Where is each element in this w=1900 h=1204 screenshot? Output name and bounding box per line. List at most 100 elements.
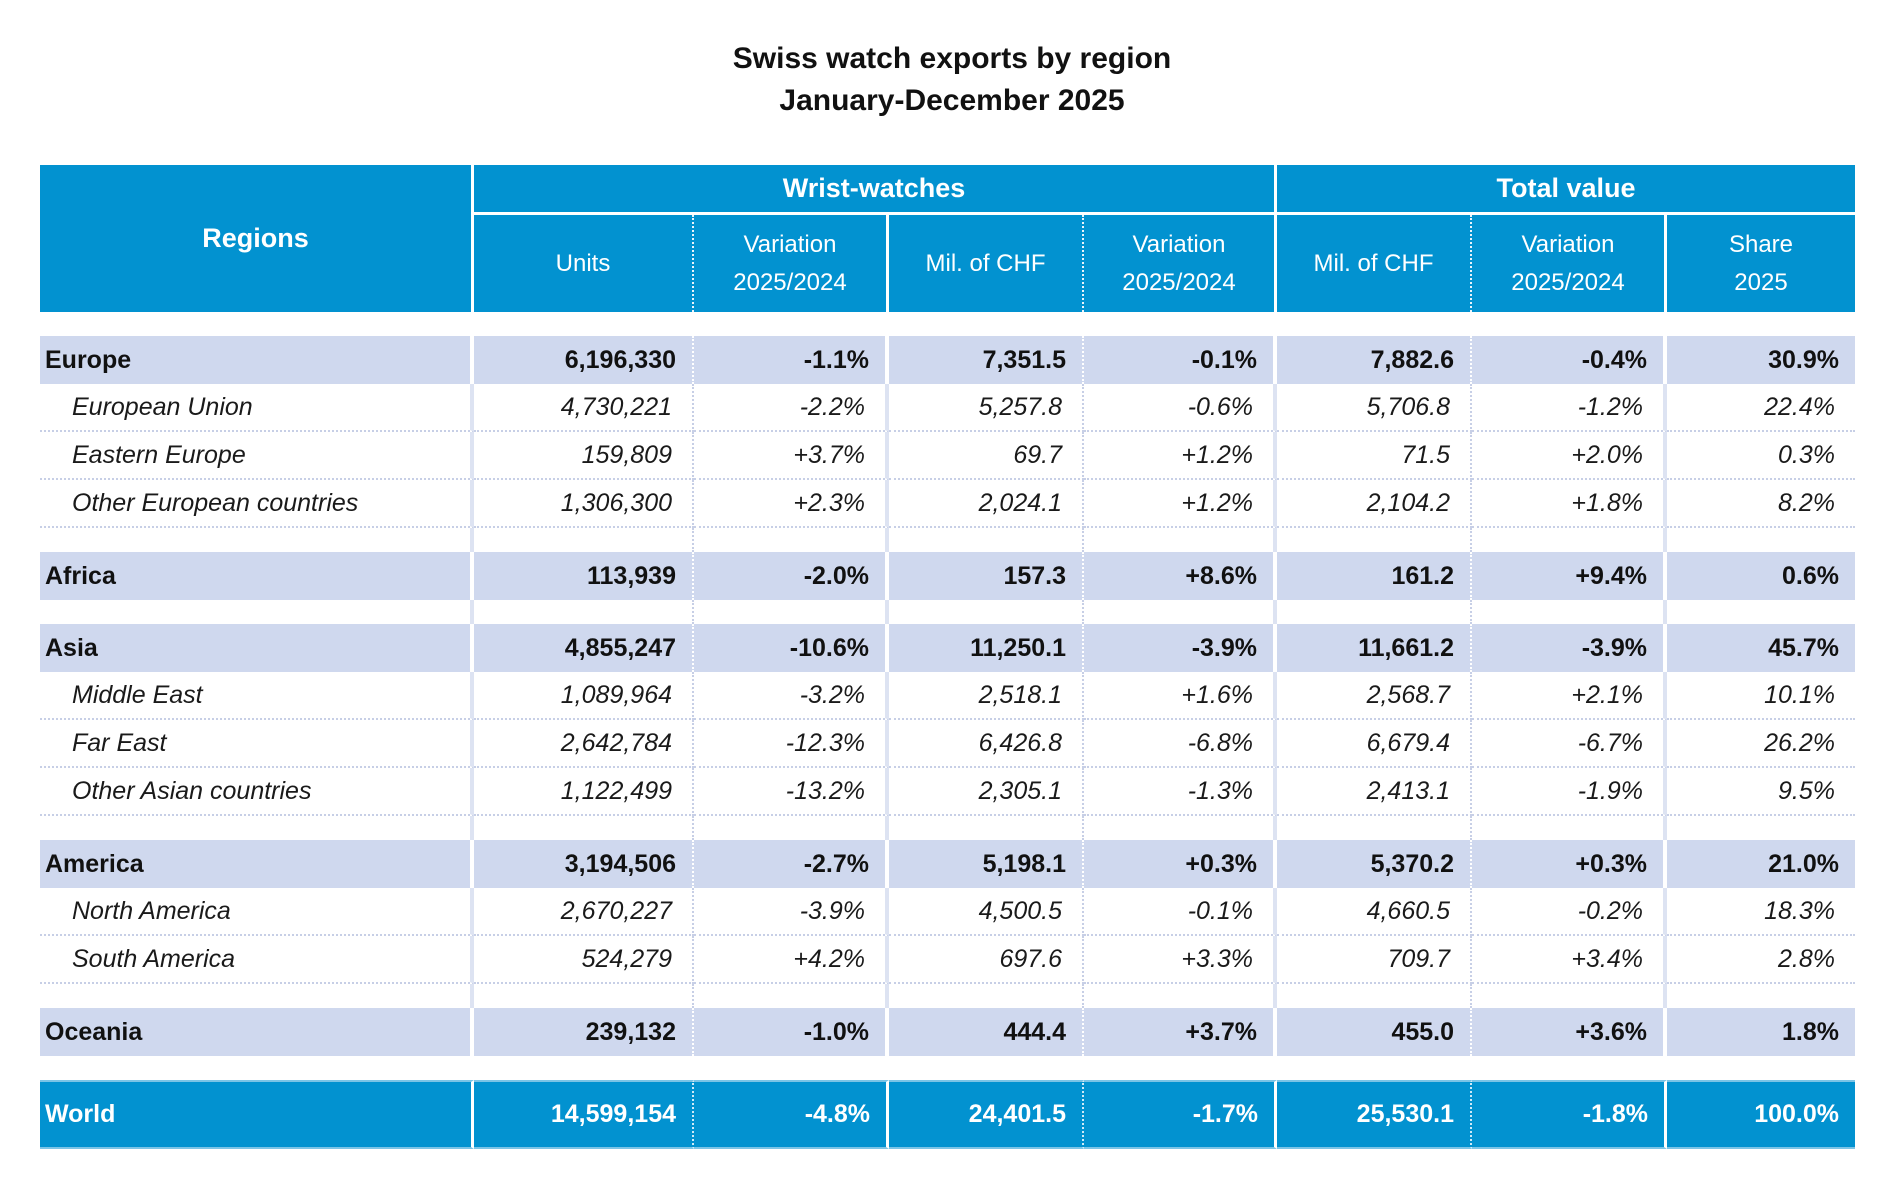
cell-units: 2,642,784 [474,720,694,768]
cell-total-variation: -1.2% [1472,384,1667,432]
cell-units: 4,730,221 [474,384,694,432]
cell-ww-value: 69.7 [889,432,1084,480]
cell-ww-value-variation: -0.1% [1084,336,1277,384]
cell-total-value: 709.7 [1277,936,1472,984]
cell-share: 2.8% [1667,936,1855,984]
subregion-name: North America [40,888,474,936]
cell-ww-value-variation: +3.7% [1084,1008,1277,1056]
cell-units-variation: -13.2% [694,768,889,816]
cell-ww-value-variation: -3.9% [1084,624,1277,672]
cell-total-variation: +0.3% [1472,840,1667,888]
spacer-cell [1277,984,1472,1008]
cell-units: 159,809 [474,432,694,480]
cell-share: 45.7% [1667,624,1855,672]
spacer-cell [889,600,1084,624]
cell-ww-value-variation: +1.2% [1084,432,1277,480]
cell-units: 3,194,506 [474,840,694,888]
cell-ww-value: 2,305.1 [889,768,1084,816]
world-ww-value-variation: -1.7% [1084,1080,1277,1149]
cell-units: 6,196,330 [474,336,694,384]
header-gap [40,312,1855,336]
cell-ww-value-variation: -6.8% [1084,720,1277,768]
cell-total-variation: +3.4% [1472,936,1667,984]
cell-ww-value-variation: -0.1% [1084,888,1277,936]
spacer-cell [1084,528,1277,552]
cell-units-variation: -3.9% [694,888,889,936]
title-line-2: January-December 2025 [779,84,1125,117]
spacer-cell [1667,600,1855,624]
cell-units-variation: -2.2% [694,384,889,432]
spacer-cell [694,984,889,1008]
cell-ww-value: 5,198.1 [889,840,1084,888]
cell-total-variation: +9.4% [1472,552,1667,600]
cell-ww-value-variation: +8.6% [1084,552,1277,600]
subregion-name: Far East [40,720,474,768]
spacer-cell [1277,600,1472,624]
cell-total-value: 6,679.4 [1277,720,1472,768]
cell-total-variation: -0.4% [1472,336,1667,384]
cell-ww-value: 2,024.1 [889,480,1084,528]
region-row: Oceania 239,132 -1.0% 444.4 +3.7% 455.0 +3.6% 1… [40,1008,1855,1056]
world-total-variation: -1.8% [1472,1080,1667,1149]
cell-total-variation: +1.8% [1472,480,1667,528]
table-body: Europe 6,196,330 -1.1% 7,351.5 -0.1% 7,882.6-… [40,336,1855,1056]
cell-units-variation: +3.7% [694,432,889,480]
spacer-cell [1084,816,1277,840]
spacer-cell [889,984,1084,1008]
spacer-cell [694,816,889,840]
subregion-row: Other European countries 1,306,300 +2.3% 2,… [40,480,1855,528]
world-ww-value: 24,401.5 [889,1080,1084,1149]
cell-share: 21.0% [1667,840,1855,888]
cell-units: 4,855,247 [474,624,694,672]
cell-units: 2,670,227 [474,888,694,936]
spacer-row [40,984,1855,1008]
cell-share: 8.2% [1667,480,1855,528]
spacer-cell [1472,816,1667,840]
cell-share: 22.4% [1667,384,1855,432]
spacer-cell [1472,600,1667,624]
spacer-cell [40,984,474,1008]
cell-ww-value: 157.3 [889,552,1084,600]
header-regions: Regions [40,165,474,312]
cell-units-variation: -3.2% [694,672,889,720]
cell-total-value: 71.5 [1277,432,1472,480]
header-group-wrist-watches: Wrist-watches [474,165,1277,215]
region-name: Asia [40,624,474,672]
subregion-name: Eastern Europe [40,432,474,480]
cell-total-variation: -1.9% [1472,768,1667,816]
cell-ww-value: 444.4 [889,1008,1084,1056]
subregion-row: North America 2,670,227 -3.9% 4,500.5 -0.1% 4… [40,888,1855,936]
region-name: Oceania [40,1008,474,1056]
cell-ww-value: 5,257.8 [889,384,1084,432]
header-col-total-variation: Variation 2025/2024 [1472,215,1667,312]
cell-total-value: 5,706.8 [1277,384,1472,432]
cell-units: 524,279 [474,936,694,984]
cell-units: 239,132 [474,1008,694,1056]
cell-units-variation: +4.2% [694,936,889,984]
title-line-1: Swiss watch exports by region [732,42,1172,75]
cell-total-value: 455.0 [1277,1008,1472,1056]
cell-ww-value: 11,250.1 [889,624,1084,672]
cell-units-variation: -12.3% [694,720,889,768]
header-col-ww-value-variation: Variation 2025/2024 [1084,215,1277,312]
spacer-cell [1667,984,1855,1008]
world-units-variation: -4.8% [694,1080,889,1149]
cell-total-value: 11,661.2 [1277,624,1472,672]
cell-ww-value-variation: +1.6% [1084,672,1277,720]
cell-ww-value: 697.6 [889,936,1084,984]
spacer-cell [694,528,889,552]
cell-total-variation: -0.2% [1472,888,1667,936]
cell-total-variation: +2.0% [1472,432,1667,480]
region-row: Europe 6,196,330 -1.1% 7,351.5 -0.1% 7,882.6-… [40,336,1855,384]
spacer-cell [474,984,694,1008]
cell-ww-value-variation: +3.3% [1084,936,1277,984]
cell-ww-value-variation: -0.6% [1084,384,1277,432]
cell-total-variation: -6.7% [1472,720,1667,768]
spacer-row [40,600,1855,624]
spacer-cell [1277,528,1472,552]
cell-units-variation: -2.7% [694,840,889,888]
world-share: 100.0% [1667,1080,1855,1149]
cell-ww-value-variation: +0.3% [1084,840,1277,888]
cell-share: 10.1% [1667,672,1855,720]
spacer-cell [1084,600,1277,624]
